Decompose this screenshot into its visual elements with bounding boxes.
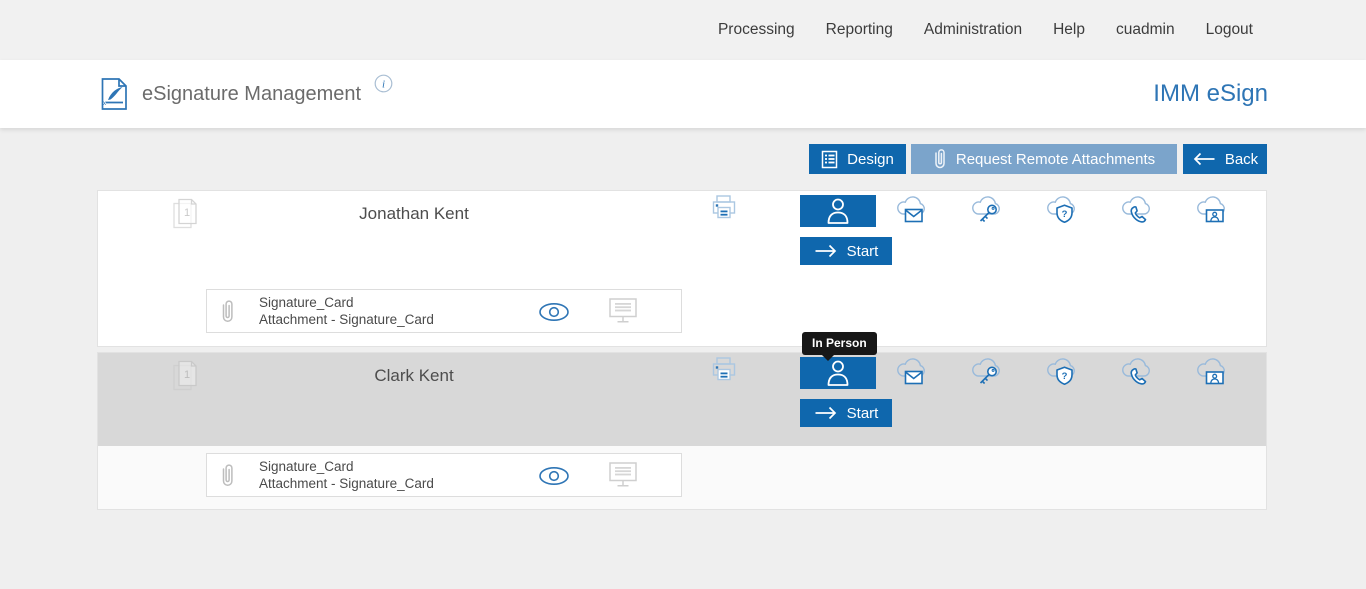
remote-phone-option-button[interactable]	[1120, 195, 1154, 227]
cloud-email-icon	[897, 358, 925, 385]
svg-text:?: ?	[1062, 209, 1068, 220]
eye-icon	[539, 303, 569, 321]
brand-logo: IMM eSign	[1153, 80, 1268, 107]
remote-key-option-button[interactable]	[970, 357, 1004, 389]
start-arrow-icon	[814, 244, 838, 258]
signer-row: 1 Jonathan Kent	[98, 191, 1266, 283]
attachment-title: Signature_Card	[259, 459, 354, 474]
display-attachment-button[interactable]	[608, 297, 638, 325]
preview-attachment-button[interactable]	[537, 301, 571, 323]
remote-security-question-option-button[interactable]: ?	[1045, 195, 1079, 227]
signer-card-jonathan-kent: 1 Jonathan Kent	[97, 190, 1267, 347]
design-icon	[821, 150, 838, 169]
paperclip-icon	[933, 147, 947, 171]
nav-processing[interactable]: Processing	[717, 21, 795, 38]
cloud-security-question-icon: ?	[1047, 358, 1075, 385]
esignature-doc-icon: x	[99, 77, 129, 111]
remote-video-option-button[interactable]	[1195, 195, 1229, 227]
remote-email-option-button[interactable]	[895, 195, 929, 227]
remote-email-option-button[interactable]	[895, 357, 929, 389]
attachment-title: Signature_Card	[259, 295, 354, 310]
monitor-icon	[609, 298, 637, 323]
start-arrow-icon	[814, 406, 838, 420]
monitor-icon	[609, 462, 637, 487]
eye-icon	[539, 467, 569, 485]
top-nav: Processing Reporting Administration Help…	[0, 0, 1366, 60]
remote-phone-option-button[interactable]	[1120, 357, 1154, 389]
svg-text:1: 1	[184, 207, 190, 219]
document-count-icon: 1	[170, 358, 200, 399]
nav-logout[interactable]: Logout	[1205, 21, 1253, 38]
design-button[interactable]: Design	[809, 144, 906, 174]
paperclip-icon	[220, 462, 235, 490]
svg-text:i: i	[382, 78, 385, 90]
remote-security-question-option-button[interactable]: ?	[1045, 357, 1079, 389]
back-arrow-icon	[1192, 152, 1216, 166]
cloud-phone-icon	[1122, 358, 1150, 385]
start-button[interactable]: Start	[800, 237, 892, 265]
app-header: x eSignature Management i IMM eSign	[0, 60, 1366, 128]
print-button[interactable]	[710, 356, 738, 387]
display-attachment-button[interactable]	[608, 461, 638, 489]
start-button[interactable]: Start	[800, 399, 892, 427]
request-remote-attachments-button[interactable]: Request Remote Attachments	[911, 144, 1177, 174]
svg-text:x: x	[103, 100, 107, 107]
cloud-video-icon	[1197, 358, 1225, 385]
remote-key-option-button[interactable]	[970, 195, 1004, 227]
signer-name: Clark Kent	[374, 366, 454, 385]
person-icon	[823, 197, 853, 225]
signer-name: Jonathan Kent	[359, 204, 469, 223]
attachment-item: Signature_Card Attachment - Signature_Ca…	[206, 289, 682, 333]
remote-video-option-button[interactable]	[1195, 357, 1229, 389]
svg-text:?: ?	[1062, 371, 1068, 382]
in-person-option-button[interactable]	[800, 195, 876, 227]
attachment-item: Signature_Card Attachment - Signature_Ca…	[206, 453, 682, 497]
in-person-option-button[interactable]	[800, 357, 876, 389]
attachment-subtitle: Attachment - Signature_Card	[259, 312, 434, 327]
preview-attachment-button[interactable]	[537, 465, 571, 487]
person-icon	[823, 359, 853, 387]
signer-row-highlighted: 1 Clark Kent	[98, 353, 1266, 446]
cloud-video-icon	[1197, 196, 1225, 223]
attachment-subtitle: Attachment - Signature_Card	[259, 476, 434, 491]
svg-text:1: 1	[184, 369, 190, 381]
in-person-tooltip: In Person	[802, 332, 877, 361]
cloud-phone-icon	[1122, 196, 1150, 223]
print-button[interactable]	[710, 194, 738, 225]
document-count-icon: 1	[170, 196, 200, 237]
paperclip-icon	[220, 298, 235, 326]
back-button[interactable]: Back	[1183, 144, 1267, 174]
cloud-key-icon	[972, 358, 1000, 385]
cloud-email-icon	[897, 196, 925, 223]
nav-help[interactable]: Help	[1053, 21, 1085, 38]
nav-reporting[interactable]: Reporting	[825, 21, 893, 38]
info-icon[interactable]: i	[374, 74, 393, 98]
cloud-key-icon	[972, 196, 1000, 223]
signer-card-clark-kent: 1 Clark Kent	[97, 352, 1267, 510]
cloud-security-question-icon: ?	[1047, 196, 1075, 223]
nav-user-cuadmin[interactable]: cuadmin	[1115, 21, 1175, 38]
page-title: eSignature Management	[142, 82, 362, 105]
nav-administration[interactable]: Administration	[923, 21, 1023, 38]
